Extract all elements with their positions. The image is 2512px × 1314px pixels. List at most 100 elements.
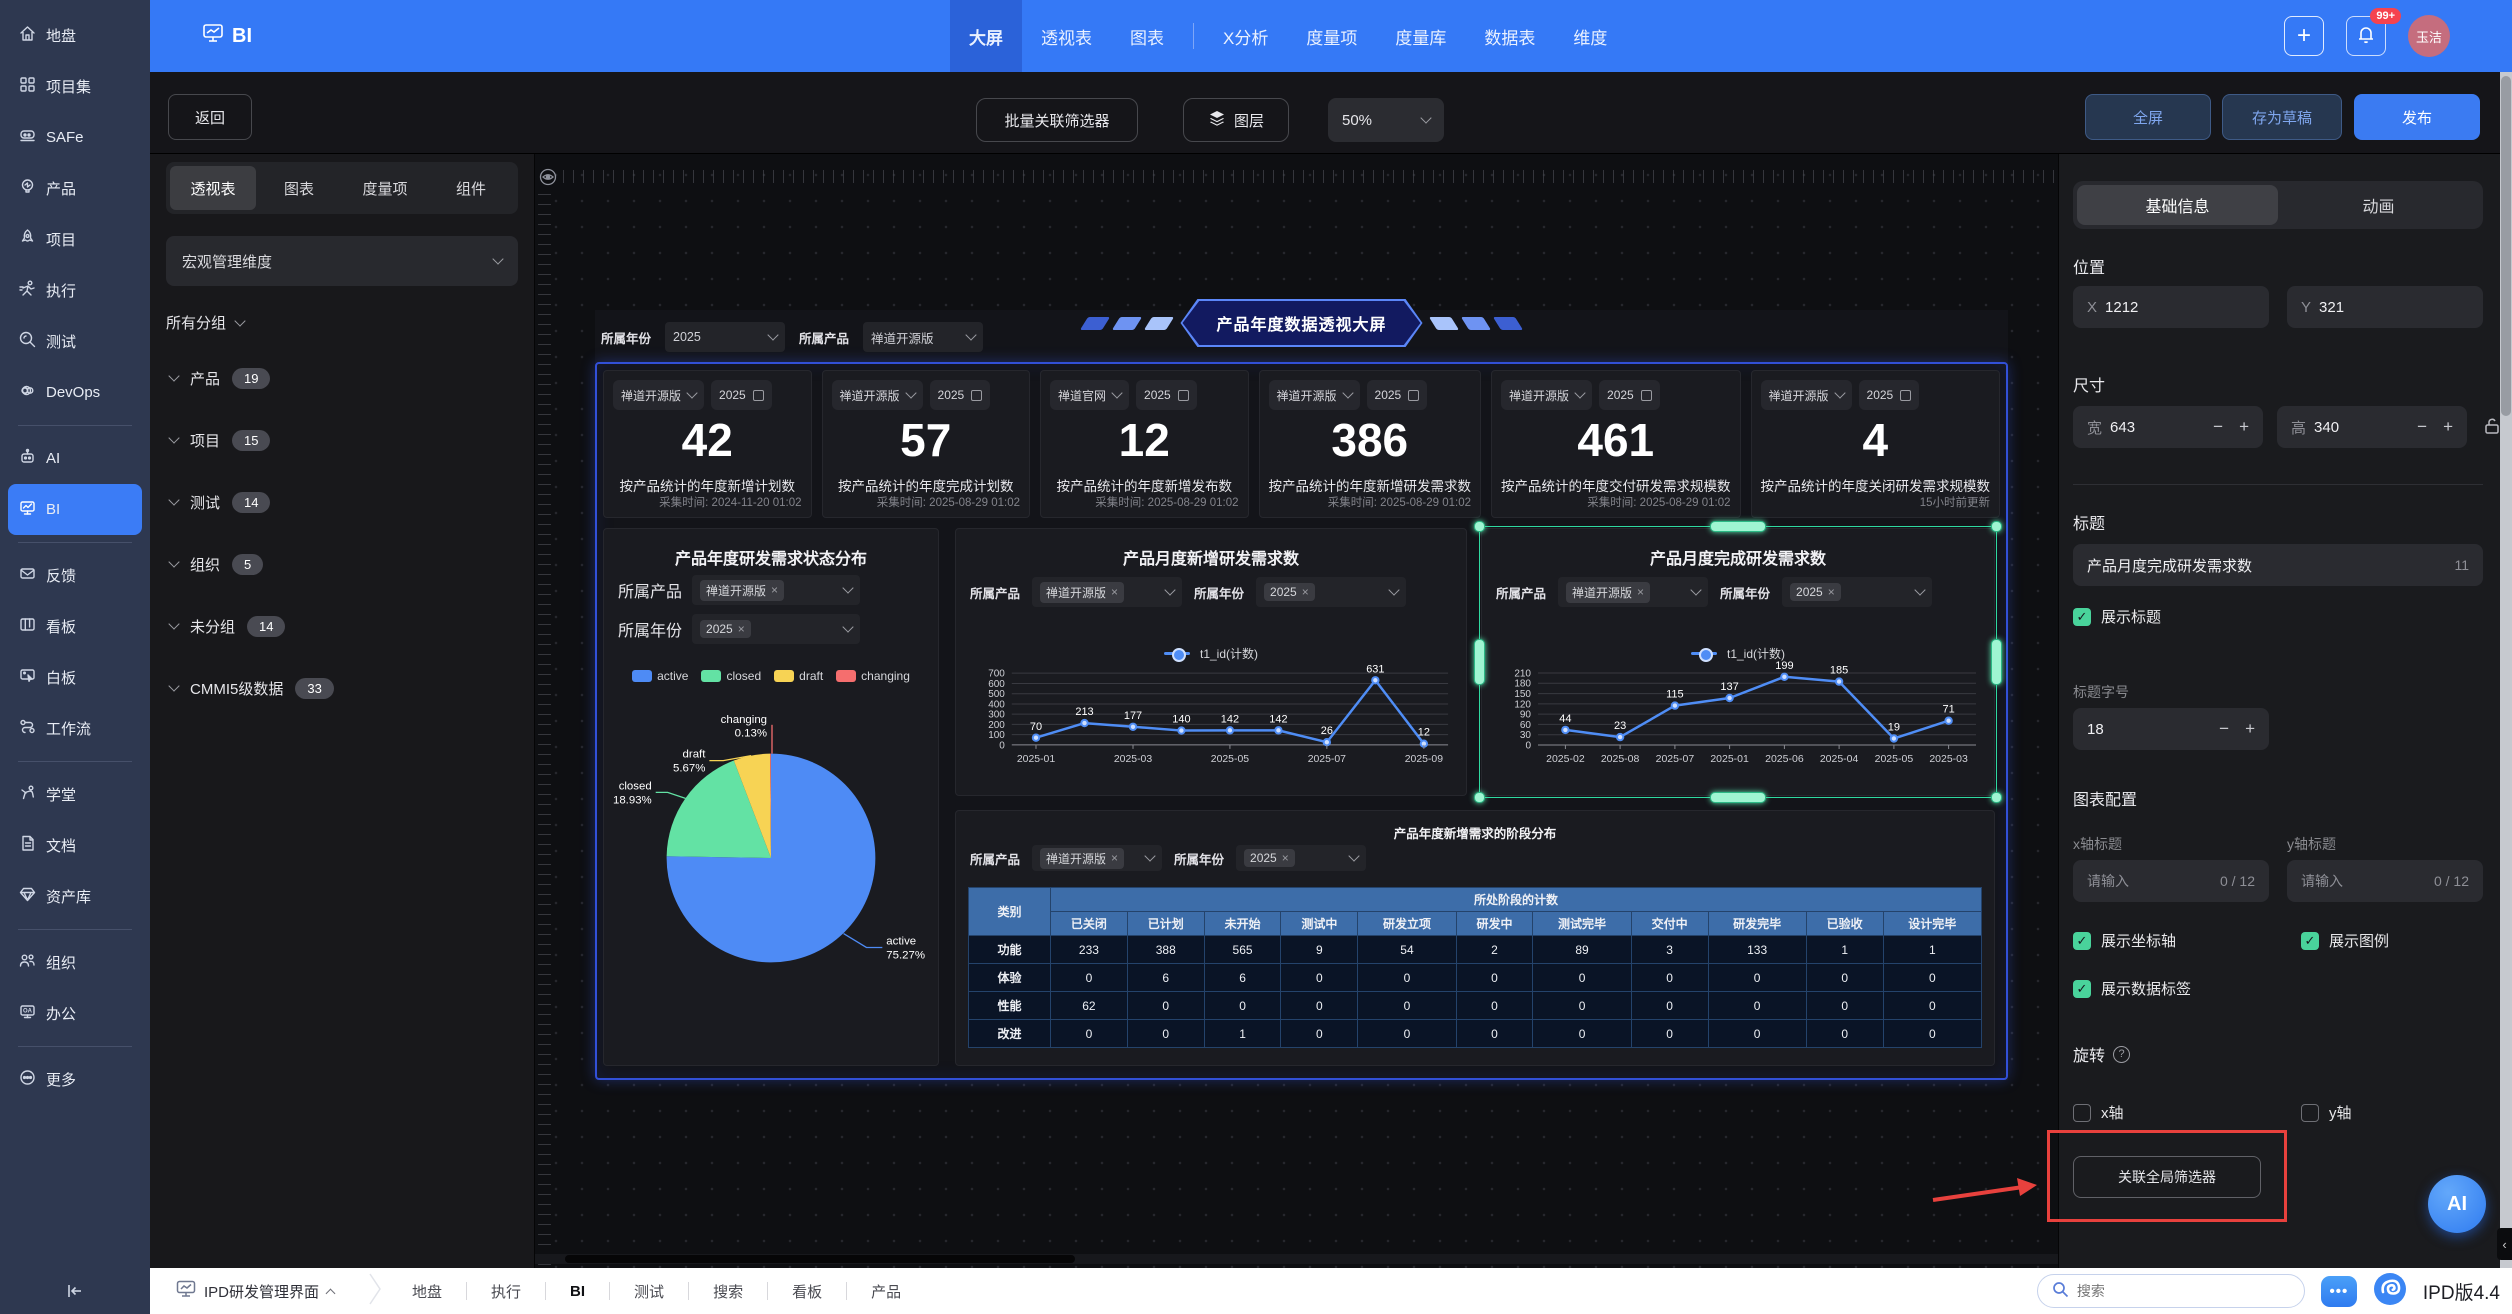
year-select[interactable]: 2025: [1366, 380, 1428, 410]
sidebar-item-项目集[interactable]: 项目集: [8, 61, 142, 112]
sidebar-item-资产库[interactable]: 资产库: [8, 871, 142, 922]
sidebar-item-文档[interactable]: 文档: [8, 820, 142, 871]
group-item-产品[interactable]: 产品 19: [166, 347, 518, 409]
sidebar-item-产品[interactable]: 产品: [8, 163, 142, 214]
bottom-link-执行[interactable]: 执行: [491, 1283, 522, 1301]
product-select[interactable]: 禅道开源版: [613, 380, 705, 410]
filter-select[interactable]: 禅道开源版 ×: [1032, 845, 1163, 871]
avatar[interactable]: 玉洁: [2408, 15, 2450, 57]
bottom-link-看板[interactable]: 看板: [792, 1283, 823, 1301]
product-select[interactable]: 禅道官网: [1050, 380, 1130, 410]
bottom-link-地盘[interactable]: 地盘: [412, 1283, 443, 1301]
sidebar-item-AI[interactable]: AI: [8, 433, 142, 484]
bottom-link-产品[interactable]: 产品: [871, 1283, 902, 1301]
show-data-labels-checkbox[interactable]: ✓: [2073, 979, 2091, 998]
sidebar-item-项目[interactable]: 项目: [8, 214, 142, 265]
filter-select[interactable]: 禅道开源版 ×: [1558, 577, 1709, 607]
add-button[interactable]: +: [2284, 16, 2324, 56]
all-groups-toggle[interactable]: 所有分组: [166, 312, 518, 333]
link-global-filter-button[interactable]: 关联全局筛选器: [2073, 1156, 2261, 1198]
stat-card[interactable]: 禅道开源版 2025 461 按产品统计的年度交付研发需求规模数 采集时间: 2025-…: [1491, 370, 1741, 518]
save-draft-button[interactable]: 存为草稿: [2222, 94, 2342, 140]
panel-collapse-handle[interactable]: ‹: [2497, 1228, 2512, 1260]
product-select[interactable]: 禅道开源版: [1501, 380, 1593, 410]
publish-button[interactable]: 发布: [2354, 94, 2480, 140]
sidebar-item-反馈[interactable]: 反馈: [8, 550, 142, 601]
show-axis-checkbox[interactable]: ✓: [2073, 931, 2091, 950]
height-decrement[interactable]: −: [2417, 417, 2428, 436]
group-item-测试[interactable]: 测试 14: [166, 471, 518, 533]
workspace-switcher[interactable]: IPD研发管理界面: [176, 1280, 336, 1302]
stat-card[interactable]: 禅道官网 2025 12 按产品统计的年度新增发布数 采集时间: 2025-08-29 …: [1040, 370, 1249, 518]
rotate-y-checkbox[interactable]: [2301, 1103, 2319, 1122]
filter-select[interactable]: 2025 ×: [1782, 577, 1933, 607]
filter-select-所属产品[interactable]: 禅道开源版: [863, 322, 984, 352]
group-item-项目[interactable]: 项目 15: [166, 409, 518, 471]
year-select[interactable]: 2025: [929, 380, 991, 410]
width-decrement[interactable]: −: [2213, 417, 2224, 436]
panel-tab-透视表[interactable]: 透视表: [170, 166, 256, 210]
eye-icon[interactable]: [537, 166, 559, 188]
sidebar-item-测试[interactable]: 测试: [8, 316, 142, 367]
window-vertical-scrollbar[interactable]: [2500, 72, 2512, 1268]
stage-table-card[interactable]: 产品年度新增需求的阶段分布 所属产品 禅道开源版 × 所属年份 2025 × 类别 所处阶段…: [955, 810, 1995, 1066]
top-tab-数据表[interactable]: 数据表: [1484, 28, 1536, 48]
group-item-CMMI5级数据[interactable]: CMMI5级数据 33: [166, 657, 518, 719]
sidebar-item-学堂[interactable]: 学堂: [8, 769, 142, 820]
y-axis-title-input[interactable]: 请输入 0 / 12: [2287, 860, 2483, 902]
sidebar-item-DevOps[interactable]: DevOps: [8, 367, 142, 418]
sidebar-item-白板[interactable]: 白板: [8, 652, 142, 703]
table-row[interactable]: 性能 62 0 0 0 0 0 0 0 0 0 0: [968, 991, 1983, 1020]
product-select[interactable]: 禅道开源版: [831, 380, 923, 410]
year-select[interactable]: 2025: [711, 380, 772, 410]
top-tab-大屏[interactable]: 大屏: [950, 0, 1022, 72]
width-increment[interactable]: +: [2239, 417, 2249, 436]
panel-tab-组件[interactable]: 组件: [455, 180, 486, 198]
sidebar-item-看板[interactable]: 看板: [8, 601, 142, 652]
stat-card[interactable]: 禅道开源版 2025 386 按产品统计的年度新增研发需求数 采集时间: 2025-08…: [1258, 370, 1481, 518]
table-row[interactable]: 功能 233 388 565 9 54 2 89 3 133 1 1: [968, 935, 1983, 964]
group-item-未分组[interactable]: 未分组 14: [166, 595, 518, 657]
zoom-select[interactable]: 50%: [1328, 98, 1444, 142]
year-select[interactable]: 2025: [1599, 380, 1660, 410]
sidebar-item-办公[interactable]: OA 办公: [8, 988, 142, 1039]
help-icon[interactable]: ?: [2113, 1045, 2131, 1063]
filter-select[interactable]: 2025 ×: [692, 614, 861, 644]
rotate-x-checkbox[interactable]: [2073, 1103, 2091, 1122]
properties-tab-基础信息[interactable]: 基础信息: [2077, 185, 2278, 225]
line-chart-card-new-demands[interactable]: 产品月度新增研发需求数 所属产品 禅道开源版 × 所属年份 2025 × t1_id(计数…: [955, 528, 1467, 796]
line-chart-card-done-demands[interactable]: 产品月度完成研发需求数 所属产品 禅道开源版 × 所属年份 2025 × t1_id(计数…: [1481, 528, 1995, 796]
legend-item-draft[interactable]: draft: [774, 669, 823, 683]
filter-select[interactable]: 禅道开源版 ×: [692, 575, 861, 605]
properties-tab-动画[interactable]: 动画: [2362, 199, 2395, 216]
sidebar-collapse-button[interactable]: [8, 1274, 142, 1308]
height-field[interactable]: 高 340 − +: [2277, 406, 2467, 448]
sidebar-item-地盘[interactable]: 地盘: [8, 10, 142, 61]
batch-link-filter-button[interactable]: 批量关联筛选器: [976, 98, 1138, 142]
height-increment[interactable]: +: [2443, 417, 2453, 436]
product-select[interactable]: 禅道开源版: [1268, 380, 1360, 410]
table-row[interactable]: 改进 0 0 1 0 0 0 0 0 0 0 0: [968, 1019, 1983, 1048]
sidebar-item-执行[interactable]: 执行: [8, 265, 142, 316]
legend-item-changing[interactable]: changing: [836, 669, 910, 683]
filter-select-所属年份[interactable]: 2025: [665, 322, 786, 352]
filter-select[interactable]: 2025 ×: [1236, 845, 1367, 871]
layers-button[interactable]: 图层: [1183, 98, 1289, 142]
panel-tab-图表[interactable]: 图表: [283, 180, 314, 198]
notifications-button[interactable]: 99+: [2346, 8, 2401, 56]
top-tab-X分析[interactable]: X分析: [1223, 28, 1269, 48]
title-font-size-field[interactable]: 18 − +: [2073, 708, 2269, 750]
show-legend-checkbox[interactable]: ✓: [2301, 931, 2319, 950]
top-tab-度量项[interactable]: 度量项: [1306, 28, 1358, 48]
dashboard-artboard[interactable]: 所属年份 2025 所属产品 禅道开源版 产品年度数据透视大屏 禅道开源版 2025 42…: [595, 299, 2008, 1080]
group-item-组织[interactable]: 组织 5: [166, 533, 518, 595]
font-increment[interactable]: +: [2245, 719, 2255, 738]
canvas-horizontal-scrollbar[interactable]: [535, 1254, 2058, 1264]
top-tab-图表[interactable]: 图表: [1130, 28, 1164, 48]
sidebar-item-更多[interactable]: 更多: [8, 1054, 142, 1105]
chart-title-input[interactable]: 产品月度完成研发需求数 11: [2073, 544, 2483, 586]
show-title-checkbox[interactable]: ✓: [2073, 607, 2091, 626]
ai-assistant-button[interactable]: AI: [2428, 1175, 2486, 1233]
width-field[interactable]: 宽 643 − +: [2073, 406, 2263, 448]
top-tab-透视表[interactable]: 透视表: [1041, 28, 1092, 48]
